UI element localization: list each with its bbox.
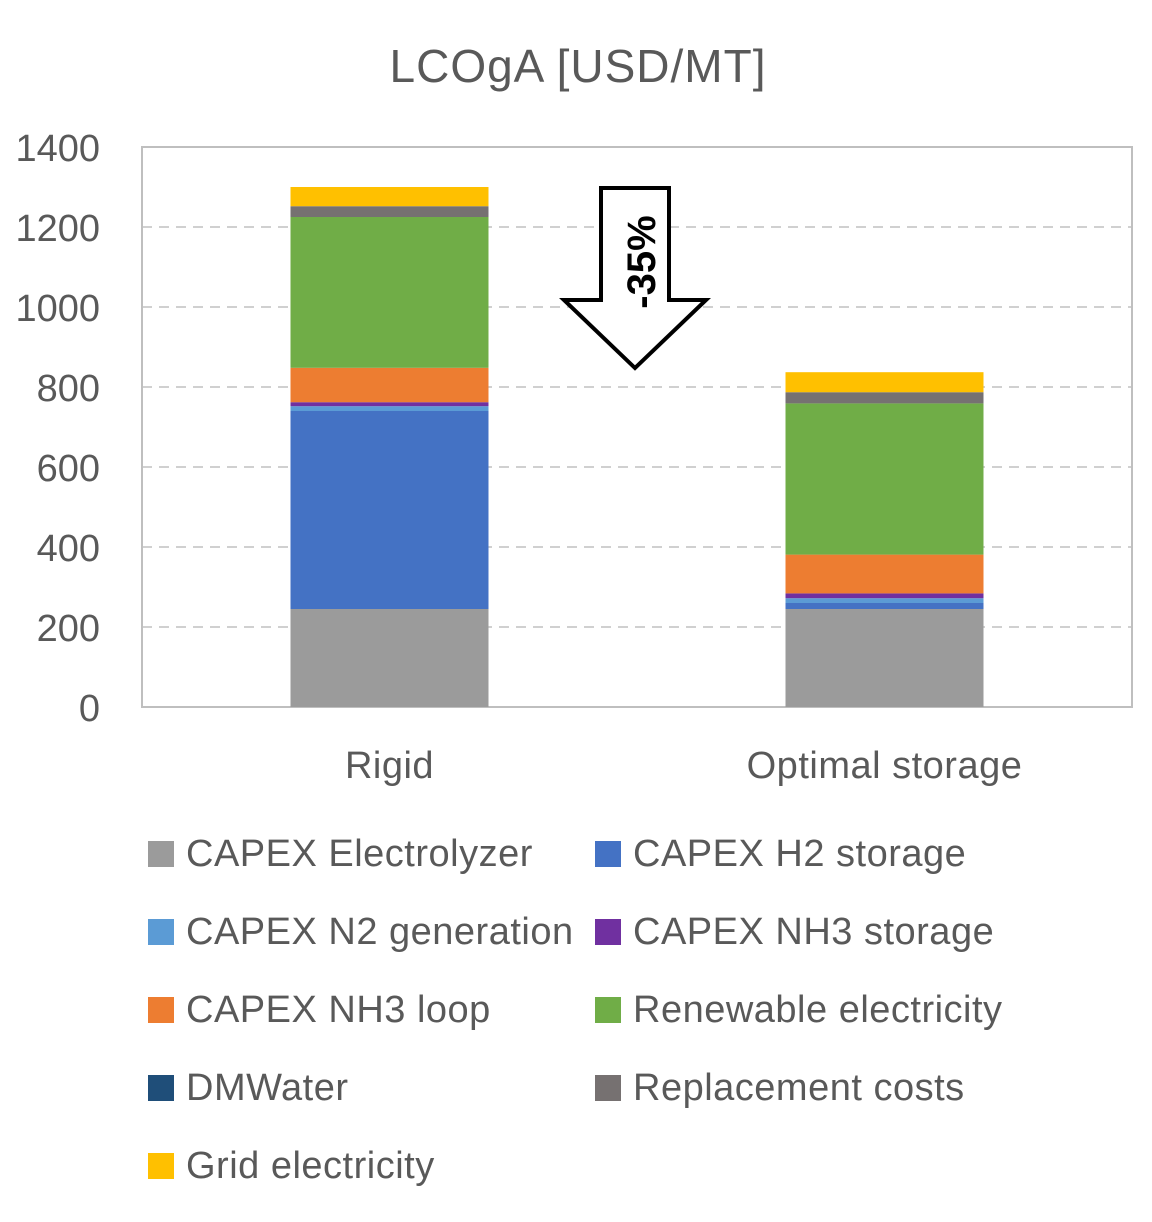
legend-label: Replacement costs — [633, 1066, 965, 1109]
legend-swatch — [148, 919, 174, 945]
legend-swatch — [148, 1075, 174, 1101]
stacked-bar-chart: LCOgA [USD/MT] 0 200 400 600 800 1000 1200 1400… — [15, 40, 1133, 787]
y-axis-ticks: 0 200 400 600 800 1000 1200 1400 — [15, 128, 100, 730]
legend-label: Grid electricity — [186, 1144, 435, 1187]
legend-label: DMWater — [186, 1066, 349, 1109]
legend-item: CAPEX NH3 loop — [148, 986, 491, 1034]
plot-area-border — [141, 146, 1133, 708]
legend-swatch — [595, 919, 621, 945]
y-tick-label: 0 — [79, 688, 100, 730]
legend-label: CAPEX N2 generation — [186, 910, 574, 953]
legend-swatch — [595, 997, 621, 1023]
legend-label: CAPEX Electrolyzer — [186, 832, 533, 875]
reduction-arrow: -35% — [559, 186, 711, 371]
legend-label: Renewable electricity — [633, 988, 1003, 1031]
legend-item: DMWater — [148, 1064, 349, 1112]
down-arrow-icon — [559, 186, 711, 371]
bar-segment — [290, 406, 489, 411]
bar-segment — [290, 217, 489, 368]
chart-title: LCOgA [USD/MT] — [390, 40, 767, 92]
bar-segment — [785, 598, 984, 603]
bar-segment — [785, 403, 984, 555]
legend-swatch — [595, 1075, 621, 1101]
bar-segment — [290, 367, 489, 403]
bar-segment — [290, 402, 489, 407]
legend-label: CAPEX H2 storage — [633, 832, 967, 875]
legend-swatch — [595, 841, 621, 867]
y-tick-label: 1400 — [15, 128, 100, 170]
legend-item: Renewable electricity — [595, 986, 1003, 1034]
bar-segment — [290, 609, 489, 707]
y-tick-label: 600 — [37, 448, 100, 490]
legend-item: Grid electricity — [148, 1142, 435, 1190]
legend-item: CAPEX NH3 storage — [595, 908, 994, 956]
legend-label: CAPEX NH3 storage — [633, 910, 995, 953]
bar-segment — [785, 609, 984, 707]
y-tick-label: 1200 — [15, 208, 100, 250]
bar-segment — [785, 603, 984, 609]
legend-swatch — [148, 841, 174, 867]
bar-segment — [785, 372, 984, 393]
legend-item: Replacement costs — [595, 1064, 965, 1112]
legend-item: CAPEX N2 generation — [148, 908, 574, 956]
bars — [290, 187, 984, 707]
legend-swatch — [148, 1153, 174, 1179]
bar-segment — [785, 554, 984, 594]
y-tick-label: 1000 — [15, 288, 100, 330]
reduction-percent-label: -35% — [620, 215, 664, 308]
x-category-label: Rigid — [345, 745, 434, 787]
y-tick-label: 200 — [37, 608, 100, 650]
y-tick-label: 400 — [37, 528, 100, 570]
legend-item: CAPEX Electrolyzer — [148, 830, 533, 878]
bar-segment — [785, 593, 984, 599]
bar-segment — [290, 411, 489, 609]
bar-segment — [785, 392, 984, 404]
legend-label: CAPEX NH3 loop — [186, 988, 491, 1031]
legend-swatch — [148, 997, 174, 1023]
bar-segment — [290, 206, 489, 217]
bar-segment — [290, 187, 489, 207]
y-tick-label: 800 — [37, 368, 100, 410]
x-axis-labels: Rigid Optimal storage — [345, 745, 1022, 787]
x-category-label: Optimal storage — [747, 745, 1023, 787]
legend-item: CAPEX H2 storage — [595, 830, 966, 878]
